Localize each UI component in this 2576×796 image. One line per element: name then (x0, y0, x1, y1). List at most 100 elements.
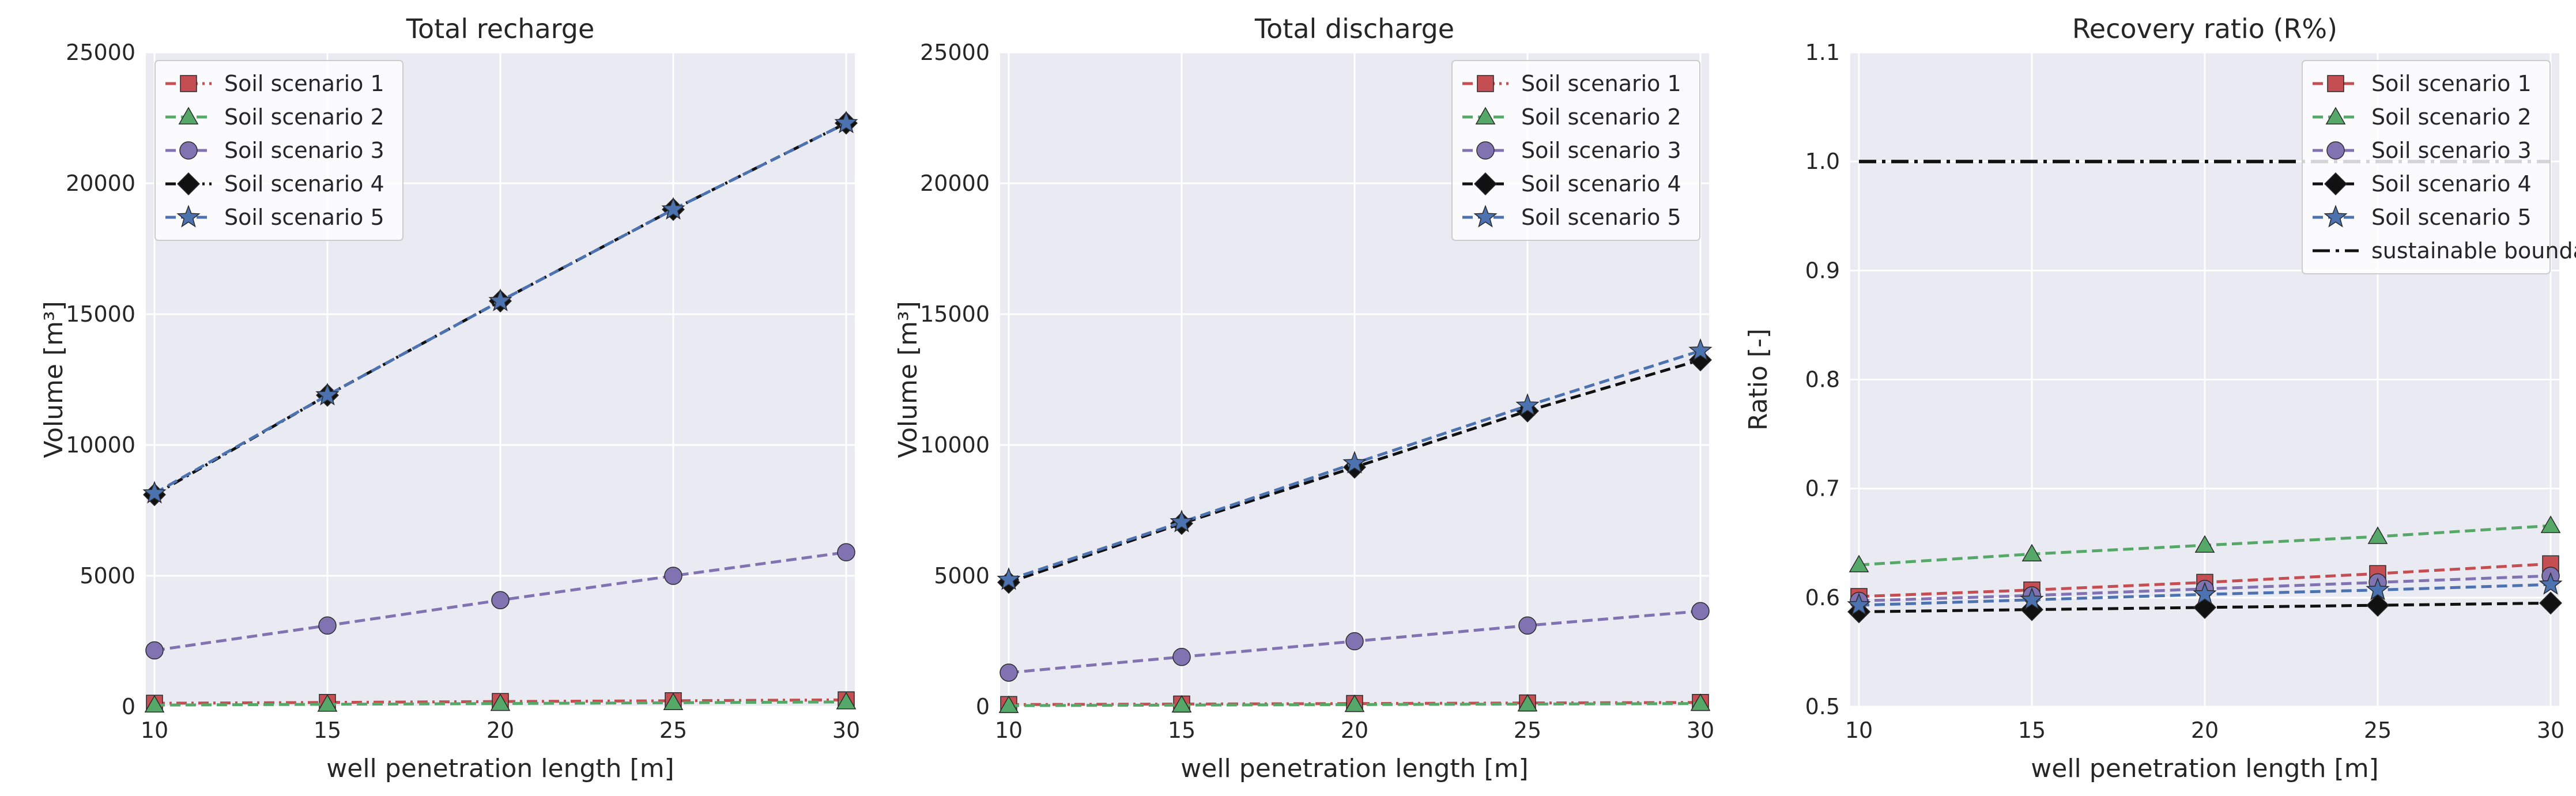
x-tick-label: 15 (2018, 718, 2046, 743)
data-point (1518, 616, 1537, 635)
legend-marker (1475, 107, 1496, 125)
y-tick-label: 1.0 (1805, 149, 1840, 174)
chart-panel-3: 10 15 20 25 30 0.5 0.6 0.7 0.8 0.9 1.0 1.1 Recovery … (1744, 13, 2576, 783)
data-point (1517, 693, 1538, 712)
legend-box (154, 60, 403, 241)
data-point (1847, 593, 1871, 616)
y-axis-label: Ratio [-] (1744, 329, 1773, 431)
data-point (2539, 572, 2563, 595)
chart-panel-2: 10 15 20 25 30 0 5000 10000 15000 20000 25000 Total… (893, 13, 1714, 783)
series-2 (998, 693, 1711, 714)
data-point (490, 693, 511, 711)
y-tick-label: 10000 (920, 432, 990, 458)
x-tick-label: 15 (314, 718, 341, 743)
x-tick-label: 20 (1341, 718, 1368, 743)
data-point (1171, 695, 1192, 713)
y-tick-label: 1.1 (1805, 40, 1840, 65)
x-tick-label: 10 (141, 718, 168, 743)
x-axis-label: well penetration length [m] (2031, 754, 2378, 783)
x-tick-label: 15 (1168, 718, 1195, 743)
data-point (488, 288, 512, 311)
data-point (2021, 544, 2042, 561)
data-point (315, 382, 340, 406)
legend-marker (1474, 172, 1497, 195)
data-point (2367, 526, 2388, 544)
data-point (1690, 693, 1711, 711)
y-axis-label: Volume [m³] (893, 301, 923, 458)
legend-label: Soil scenario 2 (224, 104, 384, 130)
legend-marker (2324, 205, 2348, 228)
x-tick-label: 25 (659, 718, 687, 743)
data-point (663, 692, 684, 711)
legend-label: Soil scenario 4 (2371, 171, 2532, 197)
legend-marker (2325, 107, 2346, 125)
series-3 (1000, 602, 1710, 682)
x-tick-label: 20 (2191, 718, 2219, 743)
data-point (1170, 510, 1194, 533)
x-tick-label: 20 (486, 718, 514, 743)
legend-label: Soil scenario 5 (224, 205, 384, 230)
series-5 (997, 338, 1713, 590)
y-tick-label: 0.6 (1805, 585, 1840, 610)
x-axis-label: well penetration length [m] (326, 754, 674, 783)
data-point (1345, 632, 1364, 651)
data-point (2366, 594, 2389, 617)
data-point (144, 695, 165, 713)
legend-label: Soil scenario 5 (1521, 205, 1681, 230)
legend-label: Soil scenario 1 (224, 71, 384, 96)
series-line (154, 698, 847, 705)
legend-box (1451, 60, 1700, 241)
y-tick-label: 20000 (920, 171, 990, 196)
legend-label: Soil scenario 2 (2371, 104, 2532, 130)
data-point (1172, 647, 1191, 666)
y-tick-label: 25000 (66, 40, 135, 65)
legend-marker (2324, 172, 2347, 195)
data-point (1344, 694, 1365, 712)
y-tick-label: 5000 (80, 563, 135, 588)
data-point (661, 197, 685, 220)
y-tick-label: 25000 (920, 40, 990, 65)
y-tick-label: 0 (122, 694, 135, 719)
data-point (318, 616, 337, 635)
data-point (2366, 577, 2390, 601)
data-point (2540, 515, 2561, 533)
y-tick-label: 5000 (934, 563, 990, 588)
legend-marker (177, 172, 200, 195)
data-point (836, 692, 857, 710)
data-point (1688, 338, 1713, 361)
chart-title: Total discharge (1254, 13, 1454, 44)
x-tick-label: 30 (1687, 718, 1714, 743)
legend-label: Soil scenario 3 (224, 138, 384, 163)
data-point (317, 694, 338, 712)
data-point (2194, 535, 2215, 553)
data-point (2020, 598, 2043, 621)
x-tick-label: 30 (832, 718, 860, 743)
legend-marker (180, 75, 197, 92)
legend-label: Soil scenario 4 (1521, 171, 1681, 197)
data-point (2193, 582, 2217, 605)
data-point (998, 695, 1019, 714)
series-5 (142, 110, 858, 504)
y-tick-label: 10000 (66, 432, 135, 458)
data-point (491, 591, 510, 609)
x-tick-label: 25 (2364, 718, 2392, 743)
data-point (834, 110, 858, 134)
legend: Soil scenario 1 Soil scenario 2 Soil scena… (2302, 60, 2576, 274)
chart-panel-1: 10 15 20 25 30 0 5000 10000 15000 20000 25000 Total… (39, 13, 860, 783)
data-point (2539, 591, 2562, 615)
y-tick-label: 0.5 (1805, 694, 1840, 719)
data-point (837, 543, 855, 561)
series-2 (144, 692, 857, 713)
y-axis-label: Volume [m³] (39, 301, 69, 458)
chart-title: Recovery ratio (R%) (2072, 13, 2337, 44)
legend-label: Soil scenario 1 (2371, 71, 2532, 96)
data-point (2020, 587, 2044, 610)
y-tick-label: 0.8 (1805, 367, 1840, 393)
data-point (997, 567, 1021, 590)
data-point (1342, 451, 1367, 474)
y-tick-label: 20000 (66, 171, 135, 196)
legend-marker (179, 141, 198, 160)
y-tick-label: 15000 (66, 301, 135, 327)
data-point (142, 481, 167, 504)
